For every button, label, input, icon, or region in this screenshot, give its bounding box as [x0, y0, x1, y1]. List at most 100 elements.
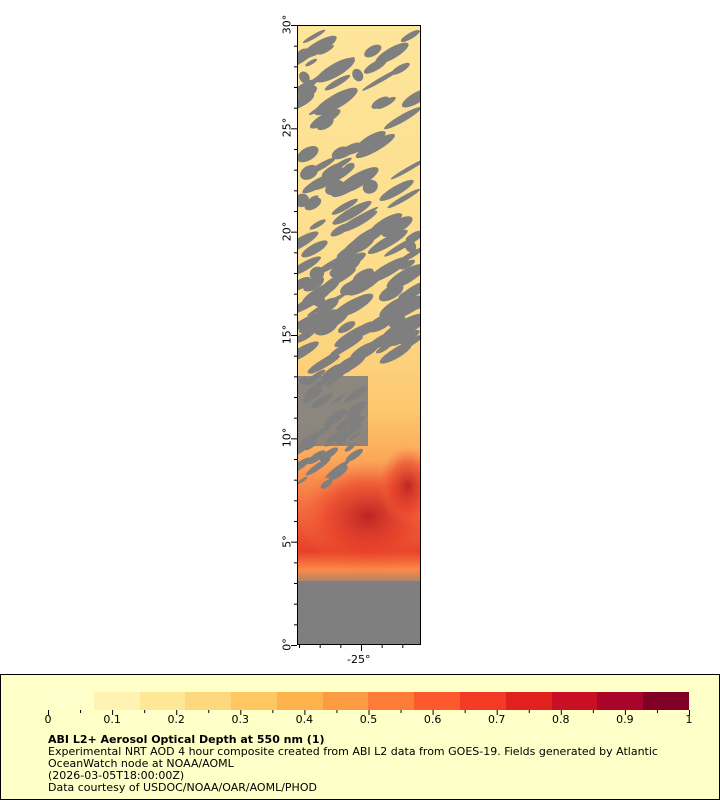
cloud-patch — [330, 458, 351, 474]
cloud-patch — [320, 479, 333, 489]
colorbar-label: 0.9 — [616, 713, 634, 726]
cloud-patch — [355, 268, 374, 282]
colorbar-swatch — [460, 692, 506, 710]
cloud-patch — [329, 256, 361, 278]
cloud-patch — [298, 309, 338, 333]
legend-timestamp: (2026-03-05T18:00:00Z) — [48, 769, 185, 782]
cloud-patch — [303, 276, 325, 292]
cloud-patch — [298, 457, 311, 475]
cloud-patch — [350, 225, 387, 248]
cloud-patch — [302, 173, 335, 194]
cloud-patch — [301, 240, 328, 258]
cloud-patch — [305, 58, 318, 67]
latitude-label: 25° — [280, 118, 294, 138]
cloud-patch — [298, 276, 312, 291]
colorbar-label: 0.8 — [552, 713, 570, 726]
cloud-patch — [405, 230, 420, 241]
missing-data-south — [298, 581, 420, 644]
aod-field — [298, 26, 420, 644]
cloud-patch — [387, 188, 420, 209]
cloud-patch — [363, 58, 387, 74]
colorbar-swatch — [414, 692, 461, 710]
cloud-patch — [298, 93, 315, 110]
cloud-patch — [352, 68, 364, 82]
cloud-mask — [298, 29, 420, 489]
cloud-patch — [381, 216, 413, 237]
cloud-patch — [308, 93, 346, 116]
cloud-patch — [329, 157, 352, 172]
cloud-patch — [331, 198, 358, 215]
cloud-patch — [336, 293, 374, 318]
cloud-patch — [307, 195, 319, 203]
cloud-patch — [309, 109, 341, 129]
colorbar-label: 0.3 — [231, 713, 250, 726]
legend-description: Experimental NRT AOD 4 hour composite cr… — [48, 745, 658, 758]
high-aod-plume-east — [378, 446, 420, 526]
colorbar-label: 0.6 — [423, 713, 442, 726]
colorbar-label: 1 — [685, 713, 693, 726]
cloud-patch — [345, 448, 363, 462]
cloud-patch — [299, 71, 310, 84]
cloud-patch — [298, 476, 308, 485]
cloud-patch — [307, 292, 348, 316]
cloud-patch — [298, 231, 319, 255]
cloud-patch — [305, 457, 331, 476]
latitude-label: 5° — [280, 534, 294, 548]
legend: 0 0.1 0.2 0.3 0.4 0.5 0.6 0.7 0.8 0.9 1 ABI L2+ Ae… — [0, 674, 720, 800]
latitude-label: 20° — [280, 221, 294, 241]
colorbar-label: 0 — [44, 713, 52, 726]
cloud-patch — [391, 62, 410, 75]
cloud-patch — [384, 107, 420, 130]
legend-credit: Data courtesy of USDOC/NOAA/OAR/AOML/PHO… — [48, 781, 317, 794]
cloud-patch — [340, 281, 359, 296]
map-axes — [291, 25, 404, 651]
cloud-patch — [331, 146, 349, 160]
cloud-patch — [342, 210, 378, 232]
colorbar-label: 0.5 — [359, 713, 378, 726]
colorbar — [48, 692, 689, 710]
cloud-patch — [382, 261, 402, 275]
cloud-patch — [367, 313, 395, 333]
cloud-patch — [331, 169, 341, 176]
cloud-patch — [397, 330, 420, 344]
cloud-patch — [301, 35, 337, 59]
cloud-patch — [390, 158, 420, 180]
colorbar-swatch — [231, 692, 277, 710]
cloud-patch — [349, 341, 380, 362]
cloud-patch — [400, 29, 420, 43]
cloud-patch — [298, 256, 321, 277]
cloud-patch — [298, 312, 322, 334]
cloud-patch — [399, 259, 416, 270]
colorbar-ticks — [48, 710, 690, 715]
cloud-patch — [378, 283, 404, 302]
cloud-patch — [306, 157, 336, 176]
latitude-label: 30° — [280, 14, 294, 35]
cloud-patch — [318, 45, 335, 55]
cloud-patch — [356, 131, 386, 150]
colorbar-label: 0.1 — [103, 713, 121, 726]
colorbar-swatch — [505, 692, 552, 710]
cloud-patch — [328, 465, 348, 481]
colorbar-swatch — [139, 692, 186, 710]
cloud-patch — [387, 325, 409, 341]
colorbar-label: 0.2 — [167, 713, 185, 726]
cloud-patch — [375, 42, 409, 64]
cloud-patch — [298, 193, 310, 208]
cloud-patch — [307, 450, 326, 465]
cloud-patch — [375, 343, 391, 354]
cloud-patch — [389, 264, 420, 288]
cloud-patch — [379, 294, 416, 319]
colorbar-swatch — [185, 692, 232, 710]
cloud-patch — [316, 254, 350, 275]
cloud-patch — [355, 133, 395, 159]
cloud-patch — [332, 200, 372, 225]
cloud-patch — [343, 162, 355, 172]
cloud-patch — [367, 229, 408, 255]
colorbar-swatch — [48, 692, 94, 710]
cloud-patch — [331, 178, 360, 198]
cloud-patch — [298, 145, 319, 163]
cloud-patch — [316, 57, 355, 83]
cloud-patch — [383, 333, 420, 359]
cloud-patch — [302, 29, 326, 44]
cloud-patch — [388, 315, 406, 328]
